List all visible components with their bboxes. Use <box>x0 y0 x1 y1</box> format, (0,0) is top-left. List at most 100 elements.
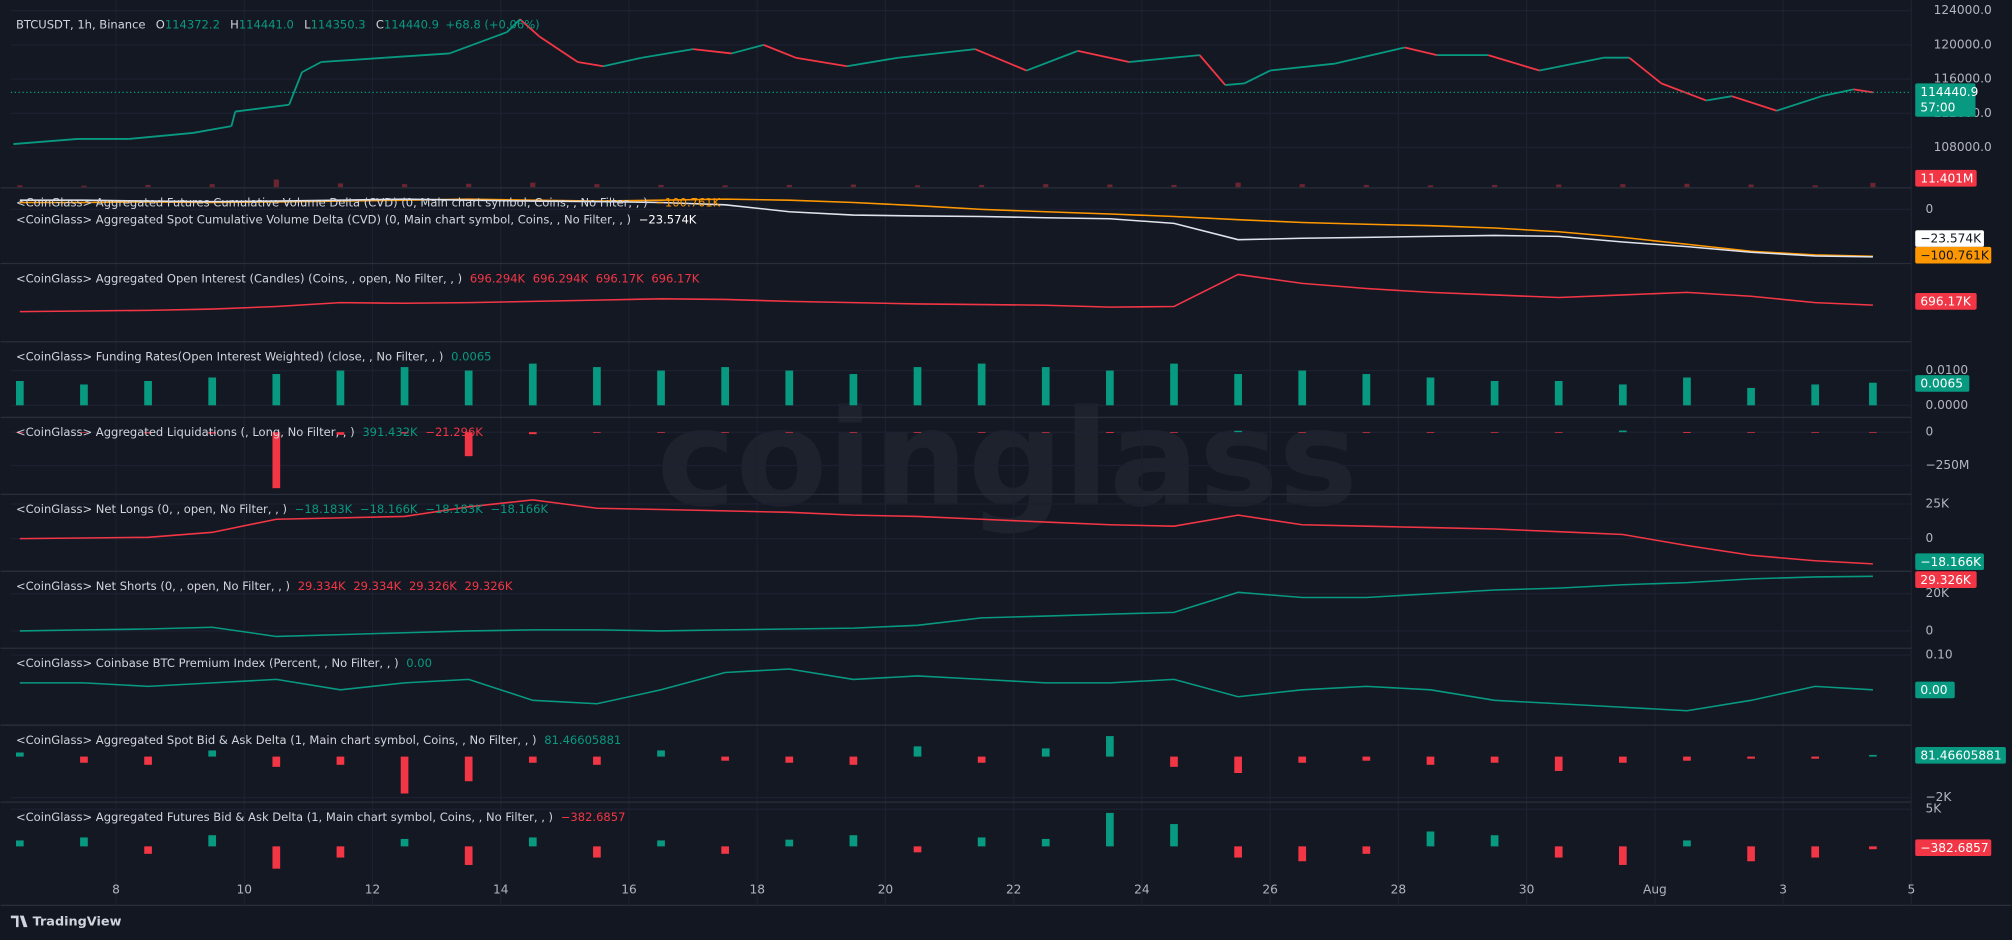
price-tag-label: 114440.9 <box>1920 85 1978 99</box>
price-segment <box>974 48 1027 72</box>
legend-value: 391.432K <box>362 425 418 439</box>
legend-name: <CoinGlass> Coinbase BTC Premium Index (… <box>16 656 399 670</box>
price-tag-label: 11.401M <box>1920 171 1973 185</box>
histogram-bar <box>977 432 986 433</box>
histogram-bar <box>15 432 24 433</box>
price-tag-label: −18.166K <box>1920 555 1982 569</box>
histogram-bar <box>785 432 794 433</box>
histogram-bar <box>528 432 537 435</box>
histogram-bar <box>1554 756 1563 771</box>
indicator-line <box>19 198 1873 258</box>
histogram-bar <box>1362 374 1371 406</box>
price-tag <box>1915 746 2006 764</box>
legend-name: <CoinGlass> Net Longs (0, , open, No Fil… <box>16 502 287 516</box>
price-segment <box>506 18 521 33</box>
indicator-line <box>19 499 1873 565</box>
histogram-bar <box>1747 432 1755 433</box>
ohlc-key: C <box>376 17 384 31</box>
price-segment <box>1129 54 1200 63</box>
legend-value: 696.17K <box>651 271 699 285</box>
price-segment <box>538 35 579 63</box>
histogram-bar <box>1554 380 1563 406</box>
legend-name: <CoinGlass> Aggregated Spot Bid & Ask De… <box>16 732 537 746</box>
legend-name: <CoinGlass> Aggregated Liquidations (, L… <box>16 425 355 439</box>
indicator-legend: <CoinGlass> Aggregated Futures Bid & Ask… <box>16 809 625 823</box>
price-segment <box>898 48 976 59</box>
histogram-bar <box>464 756 473 782</box>
price-tag <box>1915 246 1992 264</box>
histogram-bar <box>1426 756 1435 765</box>
y-tick-label: 0.10 <box>1925 648 1952 662</box>
price-segment <box>692 48 732 55</box>
x-tick-label: 3 <box>1779 882 1787 896</box>
price-segment <box>1026 50 1079 72</box>
price-tag-label: −100.761K <box>1920 248 1990 262</box>
histogram-bar <box>1811 756 1820 759</box>
legend-value: 696.294K <box>470 271 526 285</box>
price-segment <box>1270 62 1335 72</box>
price-segment <box>385 52 450 59</box>
histogram-bar <box>528 837 537 847</box>
legend-name: <CoinGlass> Funding Rates(Open Interest … <box>16 349 443 363</box>
price-segment <box>1487 54 1540 72</box>
indicator-line <box>19 575 1873 638</box>
histogram-bar <box>400 838 409 847</box>
histogram-bar <box>1106 812 1114 847</box>
legend-value: −18.183K <box>425 502 483 516</box>
legend-value: 696.294K <box>533 271 589 285</box>
legend-value: −23.574K <box>639 212 697 226</box>
volume-bar <box>1427 185 1434 188</box>
x-tick-label: 26 <box>1262 882 1278 896</box>
histogram-bar <box>272 432 281 489</box>
volume-bar <box>273 179 279 188</box>
histogram-bar <box>1170 432 1178 433</box>
legend-value: 81.46605881 <box>544 732 621 746</box>
x-tick-label: 18 <box>749 882 765 896</box>
histogram-bar <box>144 380 152 406</box>
histogram-bar <box>15 380 24 406</box>
histogram-bar <box>80 837 88 847</box>
histogram-bar <box>144 846 152 854</box>
volume-bar <box>786 184 792 188</box>
histogram-bar <box>1234 756 1242 773</box>
volume-bar <box>209 184 215 188</box>
histogram-bar <box>1106 432 1114 433</box>
price-tag-label: 696.17K <box>1920 295 1972 309</box>
histogram-bar <box>721 432 730 433</box>
histogram-bar <box>336 370 345 406</box>
histogram-bar <box>1490 432 1499 433</box>
histogram-bar <box>1362 756 1371 761</box>
plot-area <box>0 0 1912 906</box>
histogram-bar <box>1811 846 1820 858</box>
histogram-bar <box>272 756 281 767</box>
ohlc-key: O <box>156 17 165 31</box>
volume-bar <box>530 182 536 188</box>
volume-bar <box>401 184 408 188</box>
price-tag <box>1915 553 1984 571</box>
histogram-bar <box>849 374 858 406</box>
histogram-bar <box>1426 432 1435 433</box>
price-segment <box>1706 95 1732 102</box>
volume-bar <box>466 183 472 188</box>
volume-bar <box>145 184 151 188</box>
histogram-bar <box>1234 846 1242 858</box>
histogram-bar <box>1170 824 1178 847</box>
histogram-bar <box>785 839 794 847</box>
price-tag <box>1915 83 1976 117</box>
histogram-bar <box>1618 384 1627 406</box>
price-segment <box>1628 57 1662 85</box>
histogram-bar <box>15 840 24 847</box>
price-segment <box>519 18 540 38</box>
price-segment <box>1077 49 1130 63</box>
x-tick-label: 14 <box>493 882 509 896</box>
price-tag-label: 81.46605881 <box>1920 748 2001 762</box>
histogram-bar <box>913 432 922 433</box>
price-segment <box>449 31 508 55</box>
x-tick-label: 28 <box>1391 882 1406 896</box>
histogram-bar <box>464 846 473 865</box>
histogram-bar <box>208 835 217 847</box>
price-segment <box>1198 54 1226 86</box>
volume-bar <box>1748 184 1754 188</box>
symbol: BTCUSDT, 1h, Binance <box>16 17 146 31</box>
histogram-bar <box>400 367 409 406</box>
